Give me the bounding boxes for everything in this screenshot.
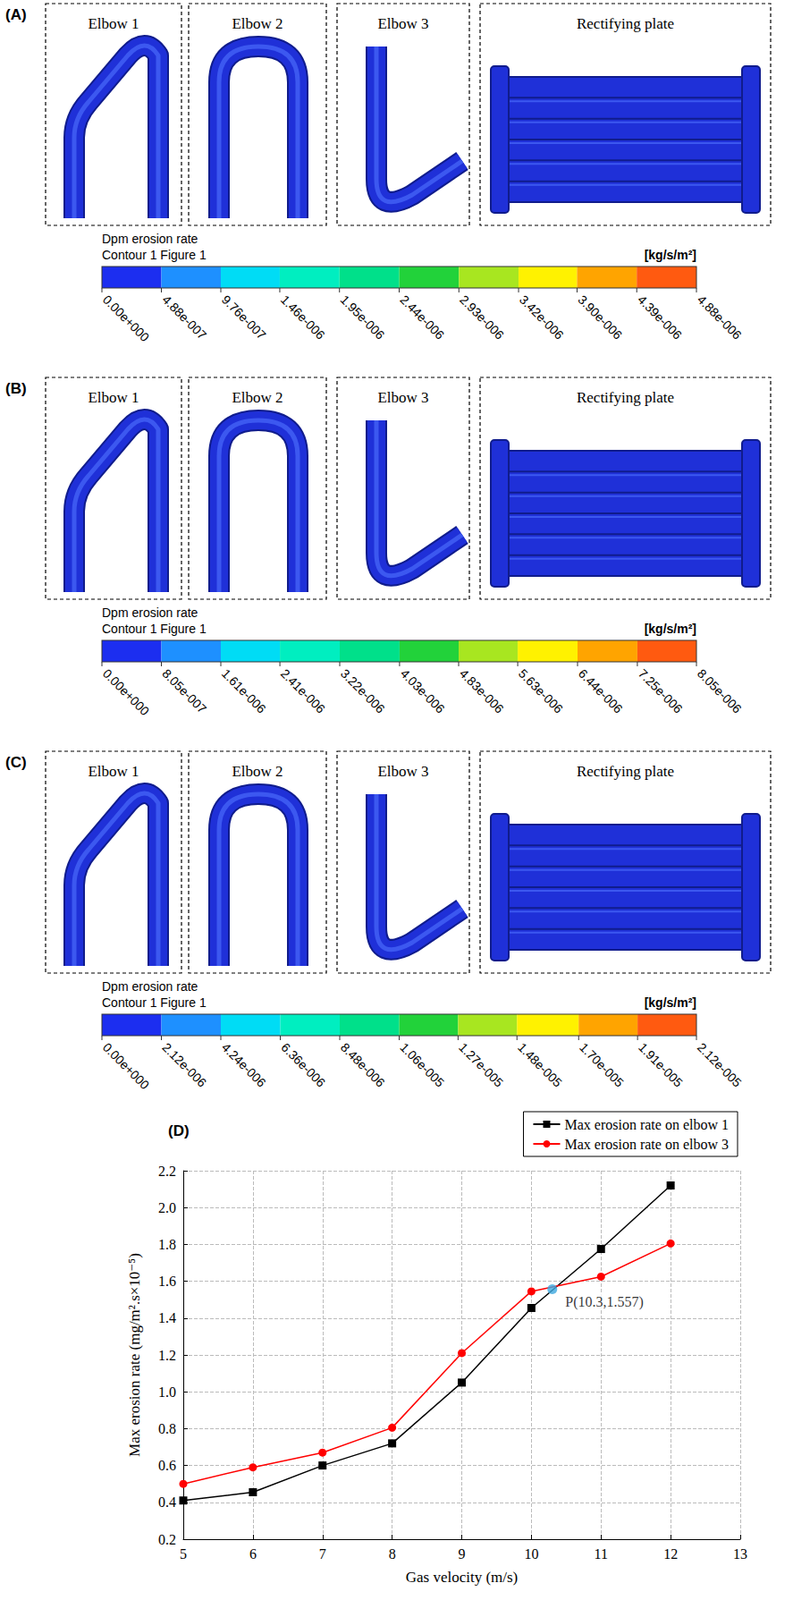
svg-text:4.24e-006: 4.24e-006: [219, 1039, 270, 1090]
svg-text:4.83e-006: 4.83e-006: [456, 666, 507, 717]
svg-text:8.48e-006: 8.48e-006: [337, 1039, 389, 1090]
svg-text:Elbow 2: Elbow 2: [231, 15, 283, 33]
svg-text:Max erosion rate (mg/m².s×10⁻⁵: Max erosion rate (mg/m².s×10⁻⁵): [126, 1252, 144, 1457]
svg-text:9.76e-007: 9.76e-007: [219, 292, 270, 343]
svg-text:Dpm erosion rate: Dpm erosion rate: [101, 605, 199, 620]
svg-text:3.42e-006: 3.42e-006: [516, 292, 567, 343]
svg-text:13: 13: [733, 1545, 748, 1561]
svg-text:1.95e-006: 1.95e-006: [337, 292, 389, 343]
svg-text:6.36e-006: 6.36e-006: [278, 1039, 329, 1090]
svg-text:1.48e-005: 1.48e-005: [514, 1039, 566, 1090]
svg-text:Rectifying plate: Rectifying plate: [576, 762, 675, 780]
svg-text:Contour 1 Figure 1: Contour 1 Figure 1: [101, 621, 207, 636]
svg-text:2.41e-006: 2.41e-006: [278, 666, 329, 717]
svg-text:7: 7: [319, 1545, 327, 1561]
svg-text:0.00e+000: 0.00e+000: [100, 1039, 153, 1093]
svg-text:12: 12: [663, 1545, 678, 1561]
svg-text:9: 9: [458, 1545, 466, 1561]
svg-text:(B): (B): [5, 379, 27, 397]
svg-text:(C): (C): [5, 753, 27, 771]
svg-text:Elbow 3: Elbow 3: [377, 15, 429, 33]
svg-text:7.25e-006: 7.25e-006: [635, 666, 686, 717]
svg-text:Max erosion rate on elbow 3: Max erosion rate on elbow 3: [564, 1136, 729, 1152]
svg-text:1.8: 1.8: [158, 1236, 177, 1252]
svg-text:2.12e-005: 2.12e-005: [694, 1039, 745, 1090]
svg-text:Contour 1 Figure 1: Contour 1 Figure 1: [101, 247, 207, 262]
svg-text:Contour 1 Figure 1: Contour 1 Figure 1: [101, 995, 207, 1010]
svg-text:Rectifying plate: Rectifying plate: [576, 15, 675, 33]
svg-text:1.61e-006: 1.61e-006: [219, 666, 270, 717]
svg-text:(D): (D): [168, 1122, 190, 1139]
svg-text:Elbow 1: Elbow 1: [87, 762, 139, 780]
svg-text:Dpm erosion rate: Dpm erosion rate: [101, 231, 199, 246]
svg-text:P(10.3,1.557): P(10.3,1.557): [565, 1293, 644, 1310]
svg-text:1.4: 1.4: [158, 1309, 177, 1325]
svg-text:5: 5: [179, 1545, 187, 1561]
svg-text:0.8: 0.8: [158, 1420, 177, 1436]
svg-text:1.46e-006: 1.46e-006: [278, 292, 329, 343]
svg-text:1.91e-005: 1.91e-005: [635, 1039, 686, 1090]
svg-text:[kg/s/m²]: [kg/s/m²]: [644, 621, 697, 636]
svg-text:1.2: 1.2: [158, 1347, 177, 1363]
svg-text:2.0: 2.0: [158, 1199, 177, 1215]
svg-text:4.88e-007: 4.88e-007: [159, 292, 210, 343]
svg-text:8.05e-006: 8.05e-006: [694, 666, 745, 717]
svg-text:[kg/s/m²]: [kg/s/m²]: [644, 995, 697, 1010]
svg-text:Gas velocity (m/s): Gas velocity (m/s): [405, 1568, 519, 1586]
svg-text:Elbow 1: Elbow 1: [87, 388, 139, 406]
svg-text:0.4: 0.4: [158, 1493, 177, 1510]
svg-text:10: 10: [523, 1545, 539, 1561]
svg-text:Elbow 3: Elbow 3: [377, 762, 429, 780]
svg-text:Rectifying plate: Rectifying plate: [576, 388, 675, 406]
svg-text:Dpm erosion rate: Dpm erosion rate: [101, 978, 199, 994]
svg-text:6.44e-006: 6.44e-006: [575, 666, 626, 717]
svg-text:1.6: 1.6: [158, 1273, 177, 1289]
svg-text:4.03e-006: 4.03e-006: [397, 666, 448, 717]
svg-text:0.6: 0.6: [158, 1457, 177, 1473]
svg-text:8.05e-007: 8.05e-007: [159, 666, 210, 717]
svg-text:1.0: 1.0: [158, 1383, 177, 1400]
svg-text:Elbow 2: Elbow 2: [231, 388, 283, 406]
svg-text:Max erosion rate on elbow 1: Max erosion rate on elbow 1: [564, 1116, 729, 1132]
svg-text:Elbow 1: Elbow 1: [87, 15, 139, 33]
svg-text:4.39e-006: 4.39e-006: [634, 292, 685, 343]
svg-text:3.22e-006: 3.22e-006: [337, 666, 389, 717]
svg-text:6: 6: [249, 1545, 257, 1561]
svg-text:1.70e-005: 1.70e-005: [576, 1039, 627, 1090]
svg-text:[kg/s/m²]: [kg/s/m²]: [644, 247, 697, 262]
svg-text:4.88e-006: 4.88e-006: [694, 292, 745, 343]
svg-text:Elbow 3: Elbow 3: [377, 388, 429, 406]
svg-text:3.90e-006: 3.90e-006: [574, 292, 625, 343]
svg-text:2.12e-006: 2.12e-006: [159, 1039, 210, 1090]
svg-text:Elbow 2: Elbow 2: [231, 762, 283, 780]
svg-text:(A): (A): [5, 6, 27, 24]
svg-text:5.63e-006: 5.63e-006: [515, 666, 566, 717]
svg-text:0.00e+000: 0.00e+000: [100, 666, 153, 719]
svg-text:2.93e-006: 2.93e-006: [456, 292, 507, 343]
svg-text:8: 8: [388, 1545, 397, 1561]
svg-text:2.44e-006: 2.44e-006: [396, 292, 448, 343]
svg-text:11: 11: [594, 1545, 608, 1561]
svg-text:2.2: 2.2: [158, 1163, 177, 1179]
svg-text:1.27e-005: 1.27e-005: [455, 1039, 507, 1090]
svg-text:1.06e-005: 1.06e-005: [396, 1039, 448, 1090]
svg-text:0.00e+000: 0.00e+000: [100, 292, 153, 346]
svg-text:0.2: 0.2: [158, 1531, 177, 1547]
